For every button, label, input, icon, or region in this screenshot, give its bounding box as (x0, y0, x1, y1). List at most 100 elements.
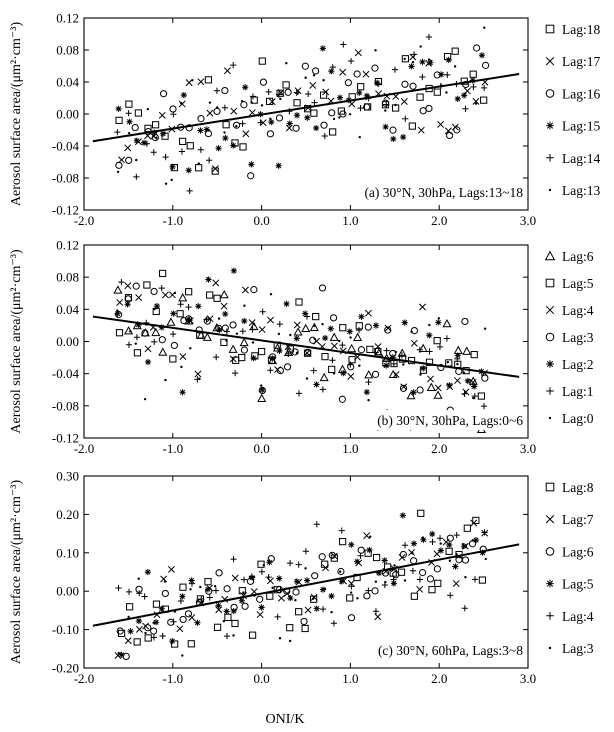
data-point-square (239, 143, 247, 151)
data-point-plus (141, 593, 148, 600)
data-point-triangle (113, 285, 123, 294)
data-point-plus (240, 576, 248, 583)
data-point-circle (132, 282, 140, 290)
data-point-plus (402, 115, 409, 122)
data-point-triangle (442, 318, 452, 328)
data-point-square (295, 608, 303, 616)
data-point-circle (461, 556, 470, 564)
data-point-plus (258, 568, 265, 575)
legend-entry: Lag:18 (545, 22, 600, 37)
data-point-dot (348, 113, 352, 116)
data-point-plus (274, 613, 281, 620)
data-point-dot (305, 377, 309, 380)
data-point-dot (152, 621, 155, 624)
legend-entry: Lag:3 (548, 641, 594, 656)
data-point-x (364, 309, 372, 317)
data-point-dot (358, 135, 361, 139)
data-point-asterisk (287, 594, 294, 602)
data-point-x (142, 622, 150, 630)
data-point-x (268, 98, 276, 106)
data-point-dot (116, 309, 119, 312)
data-point-x (188, 614, 196, 622)
data-point-triangle (418, 343, 428, 352)
data-point-circle (416, 386, 424, 394)
data-point-asterisk (223, 608, 230, 615)
data-point-circle (437, 363, 445, 372)
data-point-x (231, 574, 239, 582)
data-point-plus (303, 313, 311, 320)
data-point-triangle (151, 327, 161, 337)
data-point-asterisk (179, 389, 186, 396)
data-point-dot (199, 585, 202, 589)
data-point-square (372, 553, 381, 562)
data-point-x (293, 321, 301, 329)
data-point-square (266, 592, 274, 600)
data-point-plus (416, 576, 423, 583)
data-point-asterisk (241, 317, 248, 325)
legend-entry: Lag:15 (546, 119, 600, 134)
y-tick-label: 0.20 (56, 507, 79, 522)
data-point-x (384, 324, 392, 332)
annotation-background (325, 182, 525, 202)
data-point-asterisk (363, 389, 370, 396)
data-point-x (363, 532, 371, 540)
data-point-square (144, 634, 152, 642)
data-point-dot (421, 536, 424, 539)
data-point-asterisk (427, 59, 434, 66)
legend-marker-dot (548, 188, 552, 192)
data-point-plus (391, 66, 399, 73)
data-point-dot (262, 563, 265, 567)
data-point-dot (197, 162, 200, 165)
data-point-plus (461, 605, 468, 612)
data-point-asterisk (215, 602, 222, 609)
data-point-dot (164, 378, 167, 382)
data-point-plus (206, 594, 213, 601)
data-point-dot (448, 559, 452, 562)
data-point-plus (454, 355, 461, 362)
data-point-plus (249, 326, 256, 333)
data-point-plus (471, 576, 479, 583)
data-point-circle (364, 323, 372, 331)
data-point-asterisk (302, 310, 309, 317)
data-point-dot (419, 45, 422, 48)
data-point-plus (203, 316, 210, 323)
data-point-plus (398, 352, 405, 359)
data-point-dot (304, 567, 307, 570)
data-point-dot (419, 373, 422, 376)
data-point-square (428, 586, 436, 594)
legend-entry: Lag:3 (545, 330, 594, 345)
data-point-plus (338, 527, 345, 534)
data-point-asterisk (185, 167, 192, 174)
data-point-dot (155, 136, 158, 139)
x-tick-label: 1.0 (342, 441, 358, 456)
data-point-square (310, 109, 318, 117)
data-point-x (135, 294, 143, 302)
legend-marker-asterisk (546, 579, 554, 588)
data-point-plus (295, 561, 302, 568)
annotation-background (325, 410, 525, 430)
data-point-plus (330, 620, 338, 627)
data-point-dot (374, 49, 377, 52)
data-point-dot (235, 125, 238, 128)
data-point-asterisk (389, 354, 396, 361)
data-point-asterisk (170, 310, 177, 317)
data-point-plus (170, 331, 177, 338)
x-tick-label: 1.0 (342, 671, 358, 686)
data-point-plus (329, 357, 336, 364)
data-point-square (179, 583, 187, 591)
data-point-plus (265, 88, 272, 95)
data-point-dot (250, 101, 253, 104)
data-point-asterisk (195, 303, 202, 310)
data-point-asterisk (293, 335, 300, 342)
data-point-square (176, 310, 184, 318)
data-point-plus (133, 173, 140, 180)
data-point-dot (135, 158, 138, 162)
data-point-asterisk (276, 575, 283, 582)
data-point-asterisk (472, 537, 480, 544)
data-point-plus (170, 111, 177, 118)
legend-marker-circle (545, 89, 555, 98)
data-point-dot (127, 131, 131, 135)
data-point-circle (371, 64, 379, 72)
data-point-x (309, 81, 317, 89)
data-point-plus (162, 154, 169, 161)
